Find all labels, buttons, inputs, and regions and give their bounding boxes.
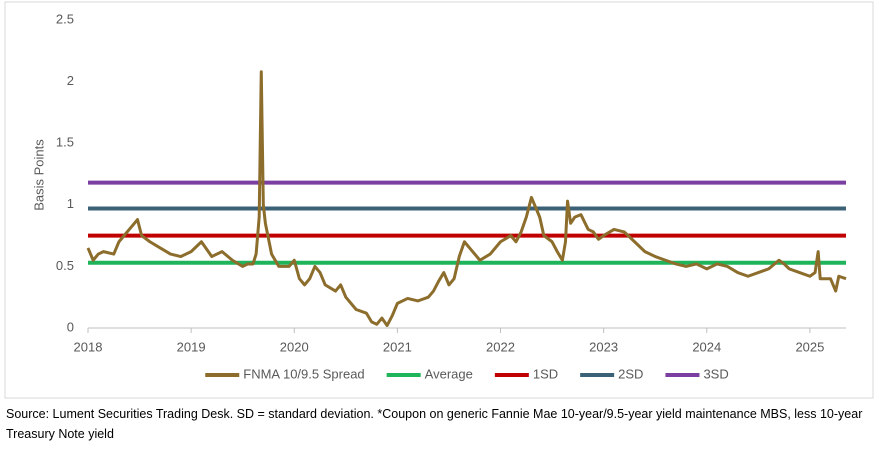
legend-label: FNMA 10/9.5 Spread: [243, 366, 364, 381]
legend-label: 2SD: [618, 366, 643, 381]
x-tick-label: 2019: [177, 339, 206, 354]
legend-label: 1SD: [533, 366, 558, 381]
series-line: [86, 70, 847, 328]
x-tick-label: 2021: [383, 339, 412, 354]
legend-label: Average: [425, 366, 473, 381]
source-note: Source: Lument Securities Trading Desk. …: [6, 407, 863, 441]
chart: Basis Points 0 0.5 1 1.5 2 2.5 2018 2019 2020 202…: [4, 1, 874, 399]
x-tick-label: 2023: [589, 339, 618, 354]
x-tick-label: 2025: [795, 339, 824, 354]
y-tick-label: 0.5: [56, 258, 74, 273]
y-tick-label: 2.5: [56, 11, 74, 26]
y-tick-label: 0: [67, 319, 74, 334]
chart-frame: [4, 1, 874, 399]
y-tick-label: 2: [67, 73, 74, 88]
x-tick-label: 2018: [74, 339, 103, 354]
x-tick-label: 2024: [692, 339, 721, 354]
x-tick-label: 2022: [486, 339, 515, 354]
y-tick-label: 1.5: [56, 135, 74, 150]
x-tick-label: 2020: [280, 339, 309, 354]
y-axis-label: Basis Points: [31, 139, 46, 211]
legend-label: 3SD: [703, 366, 728, 381]
y-tick-label: 1: [67, 196, 74, 211]
